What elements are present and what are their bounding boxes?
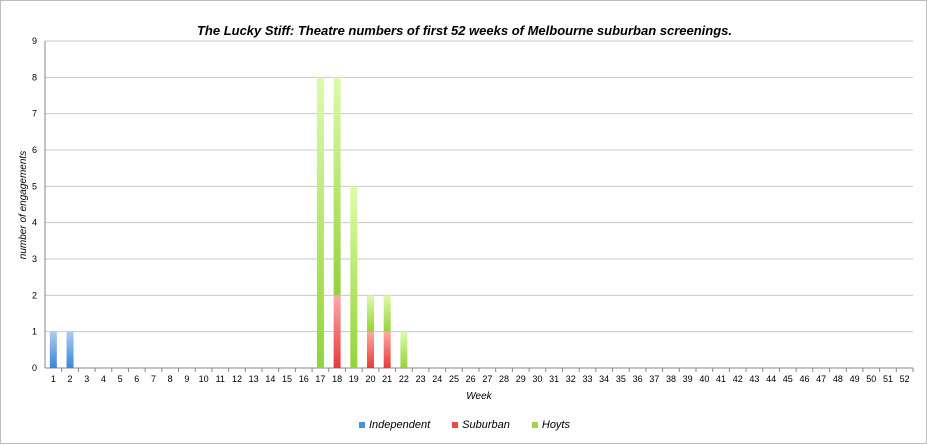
x-tick-label: 6 xyxy=(134,374,139,384)
x-tick-label: 18 xyxy=(332,374,342,384)
y-tick-label: 5 xyxy=(32,181,37,191)
x-tick-label: 13 xyxy=(249,374,259,384)
x-tick-label: 24 xyxy=(432,374,442,384)
legend-swatch xyxy=(452,422,459,428)
bar-suburban-week-21 xyxy=(383,331,391,368)
x-tick-label: 25 xyxy=(449,374,459,384)
bar-hoyts-week-20 xyxy=(367,295,374,332)
x-tick-label: 30 xyxy=(532,374,542,384)
bar-hoyts-week-17 xyxy=(316,77,324,368)
x-tick-label: 31 xyxy=(549,374,559,384)
bar-hoyts-week-19 xyxy=(350,186,358,368)
x-tick-label: 47 xyxy=(816,374,826,384)
x-tick-label: 50 xyxy=(866,374,876,384)
bar-suburban-week-18 xyxy=(333,295,341,368)
x-tick-label: 46 xyxy=(799,374,809,384)
x-tick-label: 4 xyxy=(101,374,106,384)
x-tick-label: 9 xyxy=(184,374,189,384)
x-tick-label: 36 xyxy=(633,374,643,384)
legend-label: Suburban xyxy=(462,419,510,431)
x-tick-label: 12 xyxy=(232,374,242,384)
x-tick-label: 42 xyxy=(733,374,743,384)
legend-swatch xyxy=(531,422,538,428)
x-tick-label: 23 xyxy=(416,374,426,384)
y-tick-label: 4 xyxy=(32,218,37,228)
x-tick-label: 40 xyxy=(699,374,709,384)
x-tick-label: 2 xyxy=(68,374,73,384)
chart-title: The Lucky Stiff: Theatre numbers of firs… xyxy=(196,23,733,38)
x-tick-label: 39 xyxy=(683,374,693,384)
x-tick-label: 21 xyxy=(382,374,392,384)
x-tick-label: 20 xyxy=(365,374,375,384)
y-tick-label: 9 xyxy=(32,36,37,46)
x-tick-label: 45 xyxy=(783,374,793,384)
x-tick-label: 19 xyxy=(349,374,359,384)
x-tick-label: 34 xyxy=(599,374,609,384)
x-tick-label: 52 xyxy=(900,374,910,384)
legend-label: Independent xyxy=(368,419,431,431)
x-tick-label: 38 xyxy=(666,374,676,384)
legend-item-hoyts: Hoyts xyxy=(531,419,570,431)
x-tick-label: 8 xyxy=(168,374,173,384)
y-tick-label: 0 xyxy=(32,363,37,373)
x-tick-label: 51 xyxy=(883,374,893,384)
x-tick-label: 33 xyxy=(582,374,592,384)
y-tick-label: 2 xyxy=(32,290,37,300)
legend-item-independent: Independent xyxy=(358,419,431,431)
x-tick-label: 15 xyxy=(282,374,292,384)
x-tick-label: 14 xyxy=(265,374,275,384)
x-tick-label: 28 xyxy=(499,374,509,384)
bar-hoyts-week-21 xyxy=(383,295,391,332)
legend-label: Hoyts xyxy=(541,419,570,431)
x-tick-label: 17 xyxy=(315,374,325,384)
y-tick-label: 6 xyxy=(32,145,37,155)
bar-hoyts-week-18 xyxy=(333,77,341,296)
y-tick-label: 8 xyxy=(32,72,37,82)
bar-independent-week-2 xyxy=(66,331,74,368)
x-tick-label: 11 xyxy=(216,374,225,384)
x-tick-label: 10 xyxy=(199,374,209,384)
x-tick-label: 26 xyxy=(466,374,476,384)
x-tick-label: 37 xyxy=(649,374,659,384)
x-tick-label: 35 xyxy=(616,374,626,384)
x-tick-label: 16 xyxy=(299,374,309,384)
bar-suburban-week-20 xyxy=(367,331,374,368)
x-tick-label: 22 xyxy=(399,374,409,384)
y-tick-label: 3 xyxy=(32,254,37,264)
x-tick-label: 5 xyxy=(118,374,123,384)
legend: Independent Suburban Hoyts xyxy=(1,419,927,431)
x-axis-label: Week xyxy=(466,391,492,402)
x-tick-label: 41 xyxy=(716,374,726,384)
x-tick-label: 44 xyxy=(766,374,776,384)
x-tick-label: 49 xyxy=(850,374,860,384)
legend-swatch xyxy=(358,422,365,428)
bar-independent-week-1 xyxy=(49,331,57,368)
x-tick-label: 29 xyxy=(516,374,526,384)
y-tick-label: 7 xyxy=(32,109,37,119)
x-tick-label: 1 xyxy=(51,374,56,384)
y-tick-label: 1 xyxy=(32,327,37,337)
x-tick-label: 48 xyxy=(833,374,843,384)
legend-item-suburban: Suburban xyxy=(452,419,510,431)
x-tick-label: 7 xyxy=(151,374,156,384)
x-tick-label: 3 xyxy=(84,374,89,384)
y-axis-label: number of engagements xyxy=(18,151,29,259)
x-tick-label: 32 xyxy=(566,374,576,384)
x-tick-label: 27 xyxy=(482,374,492,384)
x-tick-label: 43 xyxy=(749,374,759,384)
bar-hoyts-week-22 xyxy=(400,331,408,368)
